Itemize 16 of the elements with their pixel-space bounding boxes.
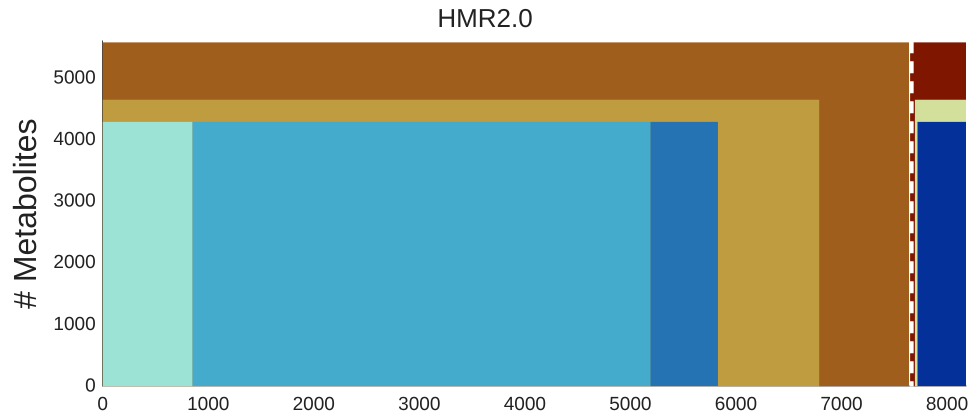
x-tick-label: 7000 xyxy=(820,394,863,415)
y-tick-label: 2000 xyxy=(53,252,96,274)
chart-title: HMR2.0 xyxy=(437,2,533,33)
y-tick-label: 1000 xyxy=(53,314,96,335)
y-tick-label: 0 xyxy=(85,375,96,396)
y-axis-title: # Metabolites xyxy=(7,118,44,309)
y-tick-label: 5000 xyxy=(53,67,96,88)
x-tick-label: 6000 xyxy=(714,394,758,415)
y-tick-label: 4000 xyxy=(53,129,96,150)
x-tick-label: 8000 xyxy=(926,394,968,415)
x-tick-label: 2000 xyxy=(292,394,335,415)
x-tick-label: 4000 xyxy=(504,394,546,415)
x-tick-label: 3000 xyxy=(398,394,440,415)
x-tick-label: 5000 xyxy=(609,394,652,415)
y-tick-label: 3000 xyxy=(53,190,96,212)
x-tick-label: 1000 xyxy=(187,394,230,415)
